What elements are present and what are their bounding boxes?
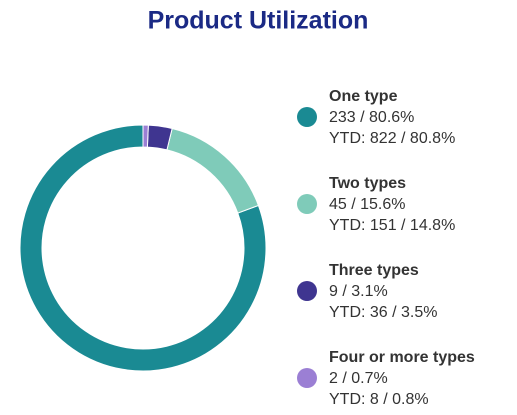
legend-name: Four or more types (329, 349, 475, 366)
legend-value: 2 / 0.7% (329, 370, 388, 387)
donut-slice (19, 124, 267, 372)
legend-value: 45 / 15.6% (329, 196, 406, 213)
legend-ytd: YTD: 36 / 3.5% (329, 304, 438, 321)
legend-name: One type (329, 88, 398, 105)
legend-value: 9 / 3.1% (329, 283, 388, 300)
legend-swatch (297, 368, 317, 388)
legend-ytd: YTD: 822 / 80.8% (329, 130, 455, 147)
legend-swatch (297, 281, 317, 301)
legend-swatch (297, 107, 317, 127)
legend-ytd: YTD: 151 / 14.8% (329, 217, 455, 234)
donut-slice (142, 124, 149, 148)
donut-slice (166, 127, 260, 214)
legend-name: Three types (329, 262, 419, 279)
legend-swatch (297, 194, 317, 214)
legend-name: Two types (329, 175, 406, 192)
legend-value: 233 / 80.6% (329, 109, 414, 126)
legend-ytd: YTD: 8 / 0.8% (329, 391, 429, 408)
chart-title: Product Utilization (148, 7, 369, 35)
